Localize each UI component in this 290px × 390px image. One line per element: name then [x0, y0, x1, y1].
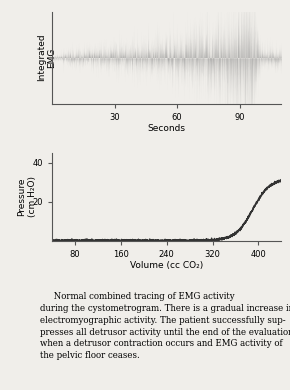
X-axis label: Volume (cc CO₂): Volume (cc CO₂) [130, 261, 203, 270]
X-axis label: Seconds: Seconds [148, 124, 186, 133]
Y-axis label: Integrated
EMG: Integrated EMG [37, 34, 56, 82]
Y-axis label: Pressure
(cm H₂O): Pressure (cm H₂O) [17, 176, 37, 218]
Text: Normal combined tracing of EMG activity
during the cystometrogram. There is a gr: Normal combined tracing of EMG activity … [40, 292, 290, 360]
